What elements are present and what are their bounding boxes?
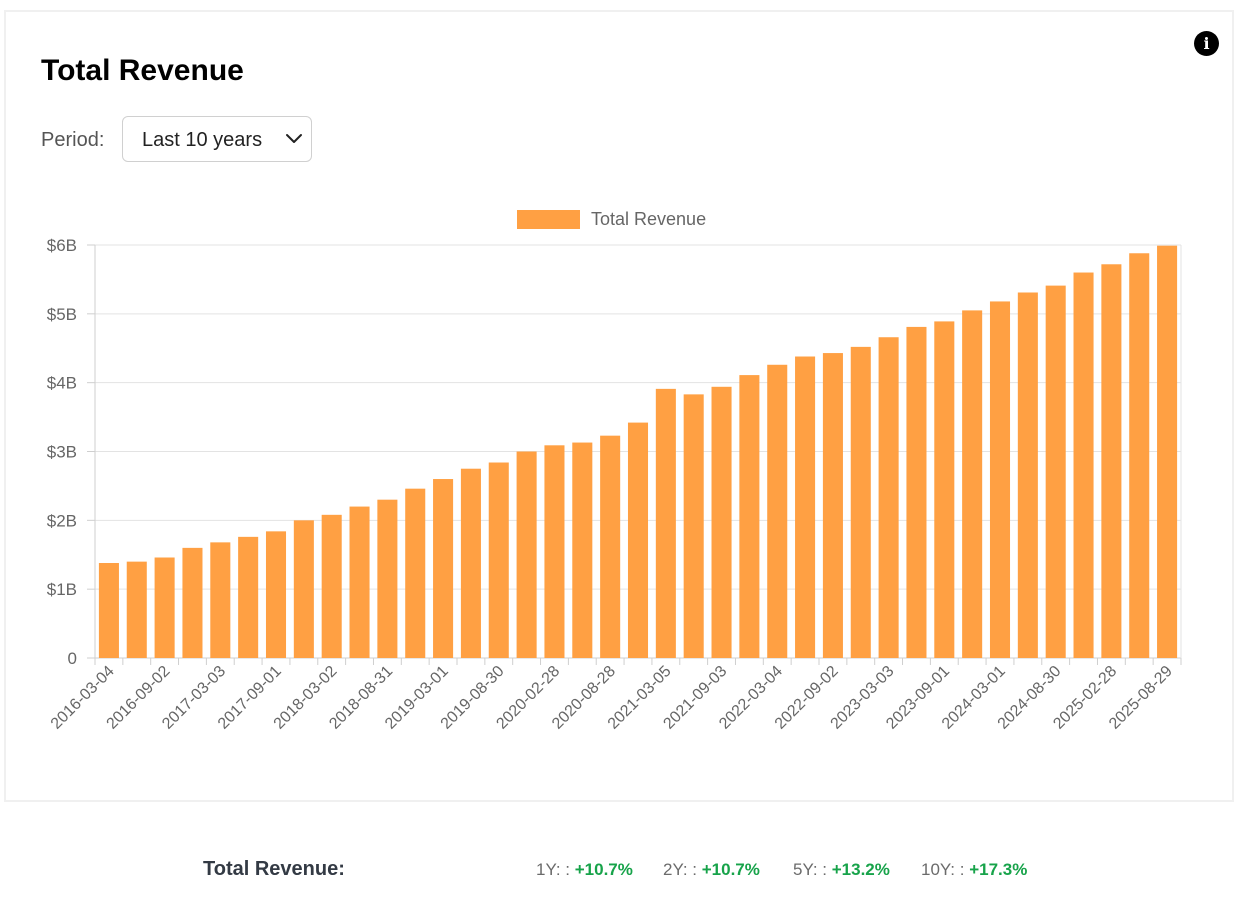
growth-period: 5Y: : (793, 860, 832, 879)
period-label: Period: (41, 129, 105, 151)
growth-item: 5Y: : +13.2% (793, 860, 890, 880)
bar (460, 468, 481, 658)
bar (906, 326, 927, 658)
info-icon[interactable]: i (1194, 31, 1219, 56)
bar (850, 346, 871, 658)
period-select[interactable]: Last 10 years (122, 116, 312, 162)
bar (739, 375, 760, 658)
bar (516, 451, 537, 658)
growth-value: +10.7% (701, 860, 760, 879)
legend-label: Total Revenue (591, 209, 706, 229)
y-tick-label: $3B (47, 443, 77, 462)
growth-value: +13.2% (831, 860, 890, 879)
bar (544, 445, 565, 658)
bar (795, 356, 816, 658)
growth-label: Total Revenue: (203, 858, 345, 880)
bar (934, 321, 955, 658)
bar (210, 542, 231, 658)
growth-item: 2Y: : +10.7% (663, 860, 760, 880)
bar (1101, 264, 1122, 658)
y-tick-label: $1B (47, 580, 77, 599)
bar (627, 422, 649, 658)
bar (962, 310, 983, 658)
bar (182, 547, 203, 658)
bar (767, 364, 788, 658)
growth-value: +10.7% (574, 860, 633, 879)
page-title: Total Revenue (41, 54, 244, 87)
period-selected-value: Last 10 years (142, 129, 263, 151)
bar (822, 353, 843, 658)
bar (572, 442, 593, 658)
bar (989, 301, 1011, 658)
y-tick-label: $2B (47, 511, 77, 530)
chevron-down-icon (286, 134, 302, 143)
bar (377, 499, 398, 658)
bar (349, 506, 370, 658)
y-tick-label: $5B (47, 305, 77, 324)
bar (711, 386, 732, 658)
bar (1129, 253, 1150, 658)
bar (878, 337, 899, 658)
growth-item: 1Y: : +10.7% (536, 860, 633, 880)
growth-period: 2Y: : (663, 860, 702, 879)
bar (293, 520, 314, 658)
growth-period: 1Y: : (536, 860, 575, 879)
bar (1073, 272, 1094, 658)
y-tick-label: $6B (47, 236, 77, 255)
y-tick-label: 0 (68, 649, 77, 668)
bar (405, 488, 426, 658)
bar (1157, 245, 1178, 658)
bar (488, 462, 509, 658)
y-tick-label: $4B (47, 374, 77, 393)
legend-swatch (517, 210, 580, 229)
bar (238, 536, 259, 658)
growth-value: +17.3% (969, 860, 1028, 879)
bar (126, 561, 147, 658)
growth-item: 10Y: : +17.3% (921, 860, 1027, 880)
bar (655, 388, 676, 658)
bar (1045, 285, 1066, 658)
bar (1017, 292, 1038, 658)
bar (265, 531, 287, 658)
bar (321, 514, 342, 658)
bar (683, 394, 704, 658)
bar (433, 479, 454, 658)
bar (98, 563, 119, 658)
bar (600, 435, 621, 658)
growth-period: 10Y: : (921, 860, 970, 879)
bar (154, 557, 175, 658)
